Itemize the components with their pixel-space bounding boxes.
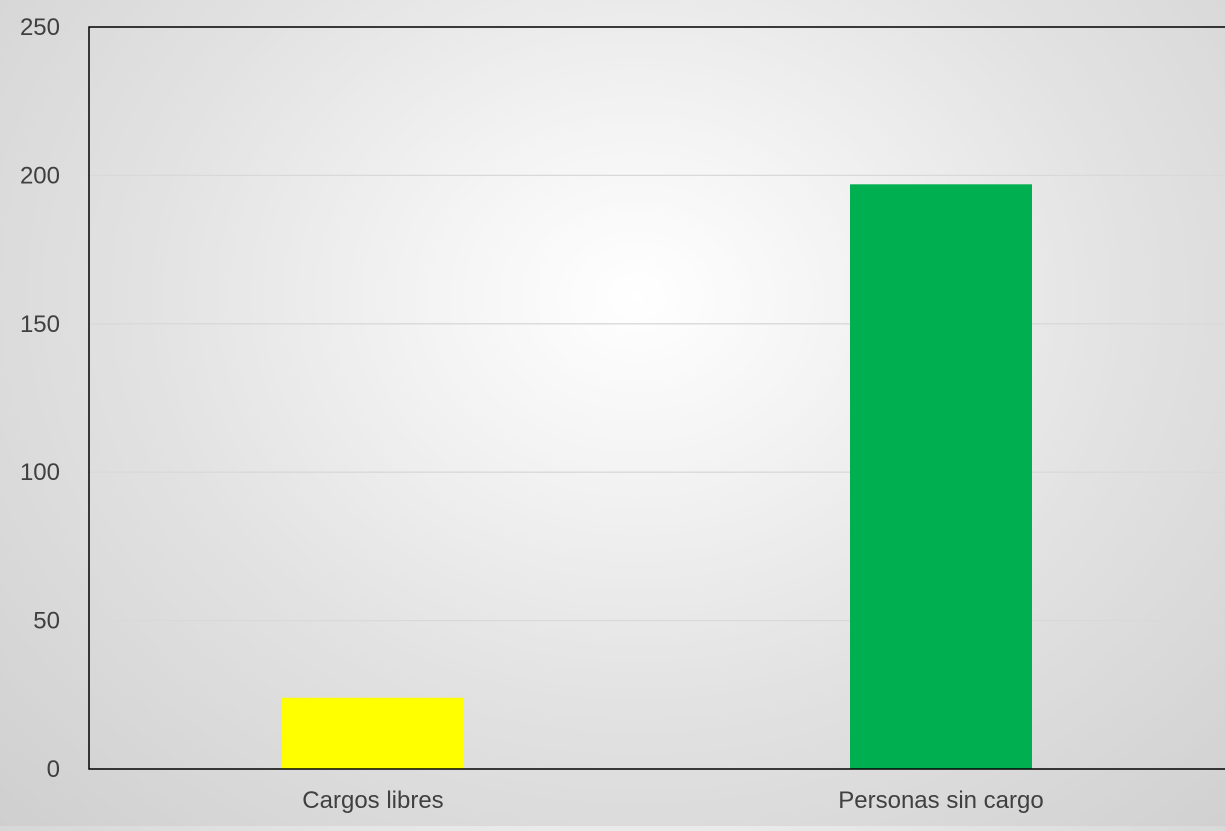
y-axis-tick-labels: 0 50 100 150 200 250 — [20, 14, 60, 783]
y-tick-label: 250 — [20, 14, 60, 41]
plot-border — [88, 26, 1225, 770]
x-tick-label: Personas sin cargo — [838, 787, 1043, 814]
gridlines — [89, 174, 1225, 622]
axes — [88, 26, 1225, 770]
y-tick-label: 50 — [33, 608, 60, 635]
y-tick-label: 150 — [20, 311, 60, 338]
bar-personas-sin-cargo — [850, 184, 1032, 769]
y-tick-label: 100 — [20, 459, 60, 486]
y-tick-label: 200 — [20, 162, 60, 189]
bar-cargos-libres — [282, 697, 464, 769]
bars — [282, 184, 1032, 769]
y-tick-label: 0 — [47, 756, 60, 783]
x-tick-label: Cargos libres — [302, 787, 443, 814]
x-axis-tick-labels: Cargos libres Personas sin cargo — [302, 787, 1043, 814]
